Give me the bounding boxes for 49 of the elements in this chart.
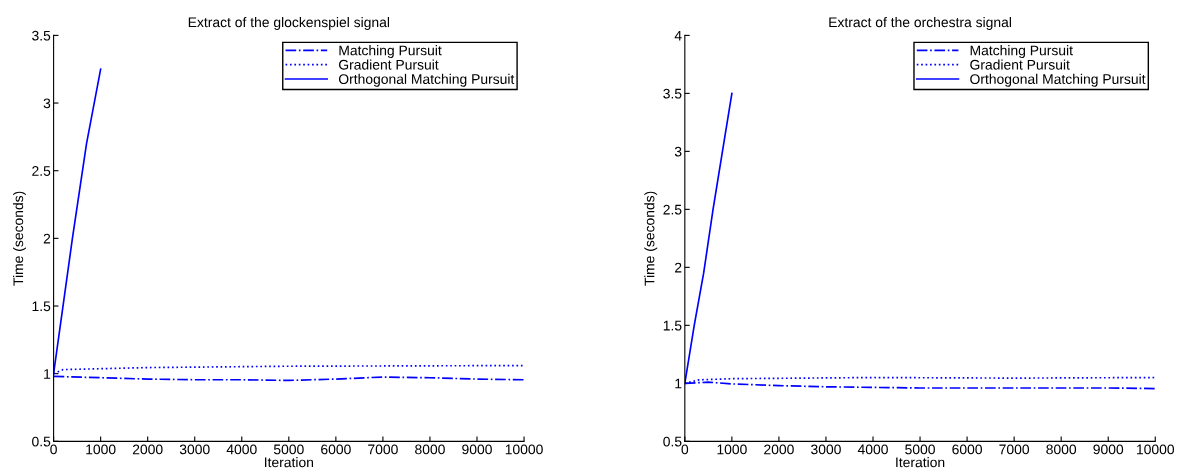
y-tick-label: 2.5 [663,204,682,215]
legend-label: Matching Pursuit [970,45,1073,59]
legend-label: Gradient Pursuit [339,59,439,70]
x-axis-title: Iteration [265,457,314,468]
x-tick-label: 4000 [857,444,888,455]
x-tick-label: 6000 [321,444,351,455]
y-tick-label: 3 [674,146,682,157]
x-tick-label: 9000 [1093,444,1124,455]
chart-title: Extract of the glockenspiel signal [188,17,390,30]
legend-label: Orthogonal Matching Pursuit [338,73,515,87]
y-tick-label: 1 [44,369,51,379]
y-axis-title: Time (seconds) [13,191,26,286]
x-tick-label: 7000 [999,444,1030,455]
y-tick-label: 4 [674,30,682,41]
x-tick-label: 5000 [905,444,935,455]
legend-label: Gradient Pursuit [970,59,1070,70]
legend-label: Orthogonal Matching Pursuit [970,73,1146,87]
x-tick-label: 1000 [717,444,747,455]
y-tick-label: 0.5 [663,436,682,447]
x-tick-label: 2000 [764,444,794,455]
y-tick-label: 2 [675,262,682,273]
x-tick-label: 10000 [1137,444,1175,455]
x-tick-label: 6000 [952,444,982,455]
x-tick-label: 8000 [1046,444,1077,455]
y-tick-label: 1 [675,378,682,389]
x-tick-label: 2000 [132,444,163,455]
x-tick-label: 3000 [811,444,841,455]
x-tick-label: 1000 [86,444,116,455]
chart-title: Extract of the orchestra signal [829,17,1011,30]
y-tick-label: 2.5 [32,166,51,176]
y-tick-label: 1.5 [663,320,682,331]
y-axis-title: Time (seconds) [644,191,658,286]
x-tick-label: 9000 [462,444,492,455]
x-tick-label: 8000 [415,444,445,455]
x-tick-label: 10000 [505,444,543,455]
y-tick-label: 2 [43,233,51,244]
x-tick-label: 0 [681,444,689,455]
x-tick-label: 5000 [273,444,304,455]
x-tick-label: 3000 [179,444,210,455]
x-tick-label: 0 [50,444,57,455]
y-tick-label: 0.5 [32,436,51,447]
y-tick-label: 3.5 [32,30,51,41]
legend-label: Matching Pursuit [339,45,442,59]
y-tick-label: 1.5 [32,301,51,312]
x-axis-title: Iteration [896,457,945,468]
y-tick-label: 3.5 [663,88,682,99]
y-tick-label: 3 [43,98,51,109]
x-tick-label: 4000 [226,444,257,455]
x-tick-label: 7000 [368,444,398,455]
